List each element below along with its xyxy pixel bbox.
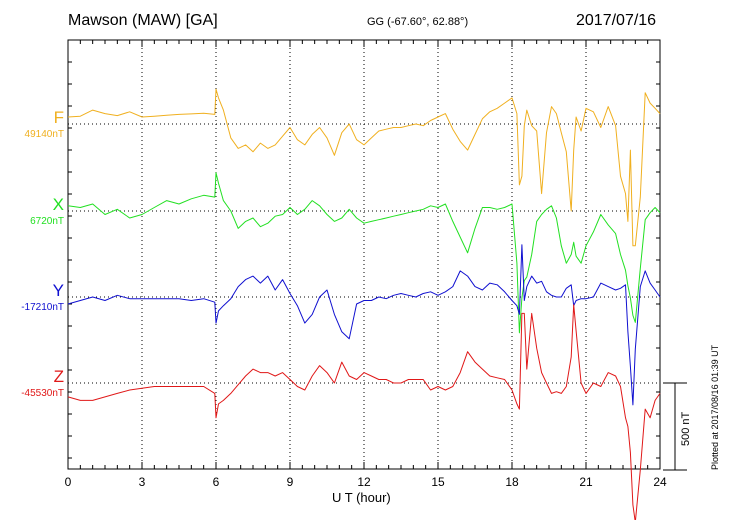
component-letter: X bbox=[52, 195, 64, 214]
x-tick-label: 3 bbox=[138, 475, 146, 489]
x-tick-label: 15 bbox=[431, 475, 445, 489]
component-baseline: -45530nT bbox=[21, 388, 64, 399]
component-label-y: Y -17210nT bbox=[4, 281, 64, 313]
component-label-f: F 49140nT bbox=[4, 108, 64, 140]
series-line-z bbox=[67, 304, 661, 523]
component-letter: Y bbox=[52, 281, 64, 300]
x-axis-label: U T (hour) bbox=[332, 490, 391, 505]
component-baseline: 49140nT bbox=[24, 129, 64, 140]
chart-date: 2017/07/16 bbox=[576, 12, 657, 29]
component-letter: Z bbox=[53, 367, 64, 386]
x-tick-label: 24 bbox=[653, 475, 667, 489]
series-line-y bbox=[67, 244, 661, 406]
component-baseline: 6720nT bbox=[30, 216, 64, 227]
scale-bar-label: 500 nT bbox=[680, 411, 692, 446]
component-baseline: -17210nT bbox=[21, 302, 64, 313]
x-tick-label: 18 bbox=[505, 475, 519, 489]
x-tick-label: 12 bbox=[357, 475, 371, 489]
series-line-f bbox=[67, 88, 661, 247]
plotted-timestamp: Plotted at 2017/08/16 01:39 UT bbox=[710, 344, 720, 470]
x-tick-label: 0 bbox=[64, 475, 72, 489]
x-tick-label: 9 bbox=[286, 475, 294, 489]
chart-title: Mawson (MAW) [GA] bbox=[68, 12, 218, 29]
series-line-x bbox=[67, 172, 661, 334]
component-label-x: X 6720nT bbox=[4, 195, 64, 227]
x-tick-label: 21 bbox=[579, 475, 593, 489]
geographic-coordinates: GG (-67.60°, 62.88°) bbox=[367, 16, 469, 28]
component-letter: F bbox=[53, 108, 64, 127]
component-label-z: Z -45530nT bbox=[4, 367, 64, 399]
x-tick-label: 6 bbox=[212, 475, 220, 489]
